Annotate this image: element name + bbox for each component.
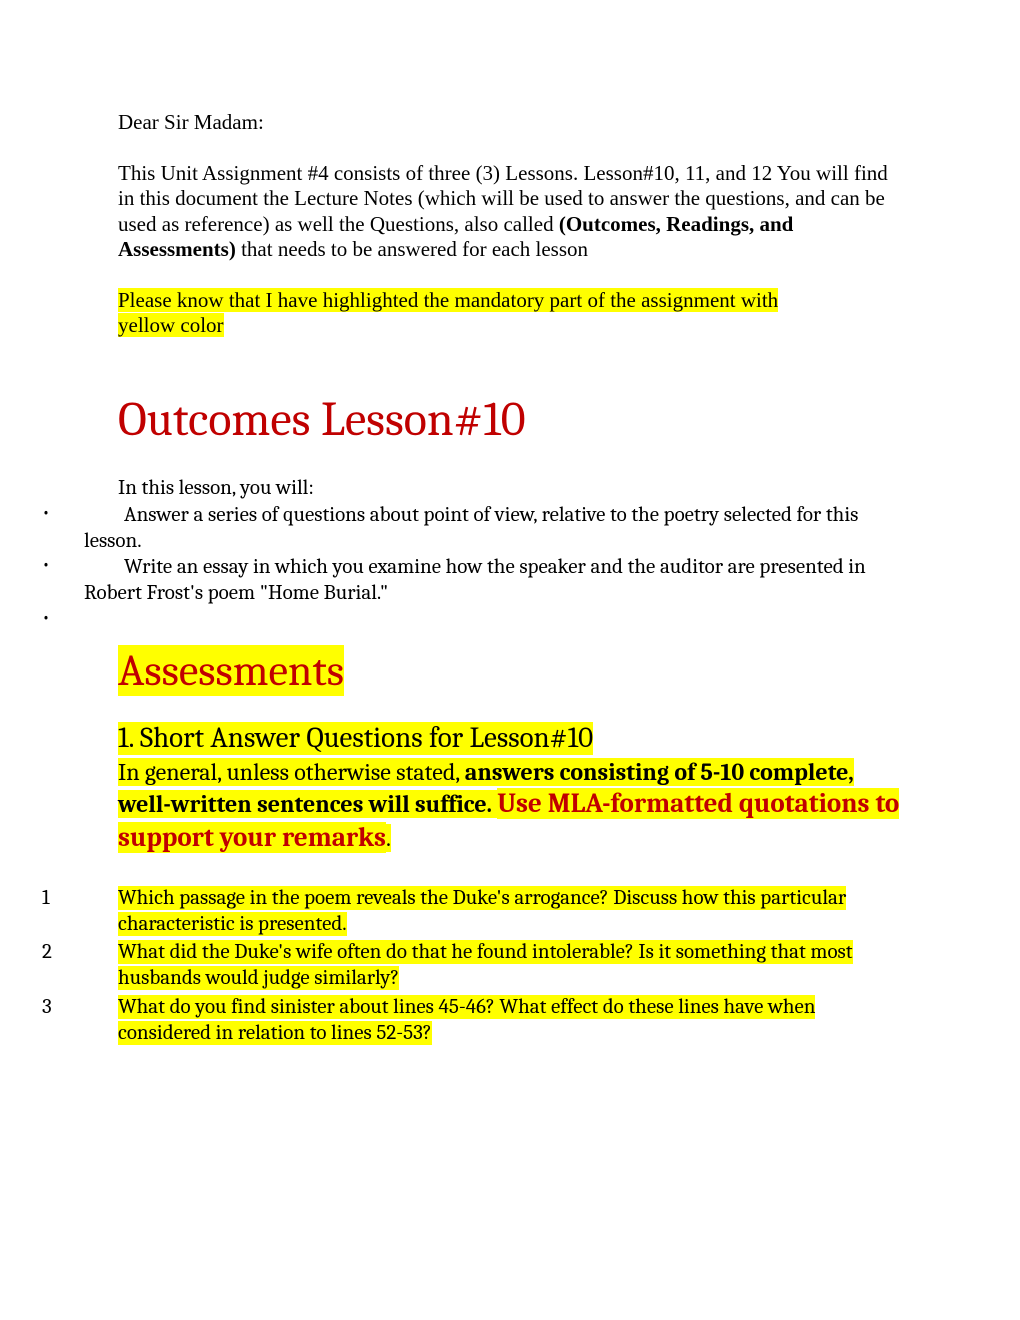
- bullet-item-empty: •: [118, 607, 902, 633]
- greeting: Dear Sir Madam:: [118, 110, 902, 135]
- bullet-text: Write an essay in which you examine how …: [84, 554, 902, 607]
- bullet-icon: •: [42, 554, 84, 607]
- bullet-text: Answer a series of questions about point…: [84, 502, 902, 555]
- assessments-subheading: 1. Short Answer Questions for Lesson#10: [118, 722, 902, 755]
- bullet-icon: •: [42, 502, 84, 555]
- outcomes-heading: Outcomes Lesson#10: [118, 392, 902, 447]
- question-number: 2: [42, 939, 118, 992]
- bullet-item: • Answer a series of questions about poi…: [118, 502, 902, 555]
- outcomes-lead: In this lesson, you will:: [118, 475, 902, 501]
- instr-text: In general, unless otherwise stated,: [118, 758, 465, 786]
- assessments-instructions: In general, unless otherwise stated, ans…: [118, 757, 902, 855]
- question-row: 1 Which passage in the poem reveals the …: [42, 885, 902, 938]
- bullet-icon: •: [42, 607, 84, 633]
- highlight-note-line2: yellow color: [118, 313, 224, 337]
- highlight-note: Please know that I have highlighted the …: [118, 288, 902, 338]
- instr-period: .: [386, 824, 391, 852]
- intro-section: Dear Sir Madam: This Unit Assignment #4 …: [118, 110, 902, 338]
- bullet-item: • Write an essay in which you examine ho…: [118, 554, 902, 607]
- intro-text-b: that needs to be answered for each lesso…: [236, 237, 588, 261]
- question-number: 1: [42, 885, 118, 938]
- question-text: Which passage in the poem reveals the Du…: [118, 885, 902, 938]
- bullet-text-empty: [84, 607, 902, 633]
- question-text: What do you find sinister about lines 45…: [118, 994, 902, 1047]
- question-text: What did the Duke's wife often do that h…: [118, 939, 902, 992]
- assessments-heading: Assessments: [118, 643, 902, 698]
- question-number: 3: [42, 994, 118, 1047]
- question-list: 1 Which passage in the poem reveals the …: [42, 885, 902, 1047]
- outcomes-bullets: • Answer a series of questions about poi…: [118, 502, 902, 633]
- document-page: Dear Sir Madam: This Unit Assignment #4 …: [0, 0, 1020, 1108]
- question-row: 3 What do you find sinister about lines …: [42, 994, 902, 1047]
- intro-paragraph: This Unit Assignment #4 consists of thre…: [118, 161, 902, 262]
- question-row: 2 What did the Duke's wife often do that…: [42, 939, 902, 992]
- outcomes-body: In this lesson, you will: • Answer a ser…: [118, 475, 902, 1046]
- highlight-note-line1: Please know that I have highlighted the …: [118, 288, 778, 312]
